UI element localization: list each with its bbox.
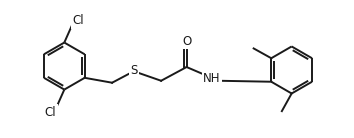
Text: Cl: Cl	[45, 106, 56, 119]
Text: NH: NH	[203, 72, 221, 85]
Text: S: S	[130, 64, 137, 77]
Text: Cl: Cl	[72, 14, 84, 27]
Text: O: O	[182, 35, 191, 48]
